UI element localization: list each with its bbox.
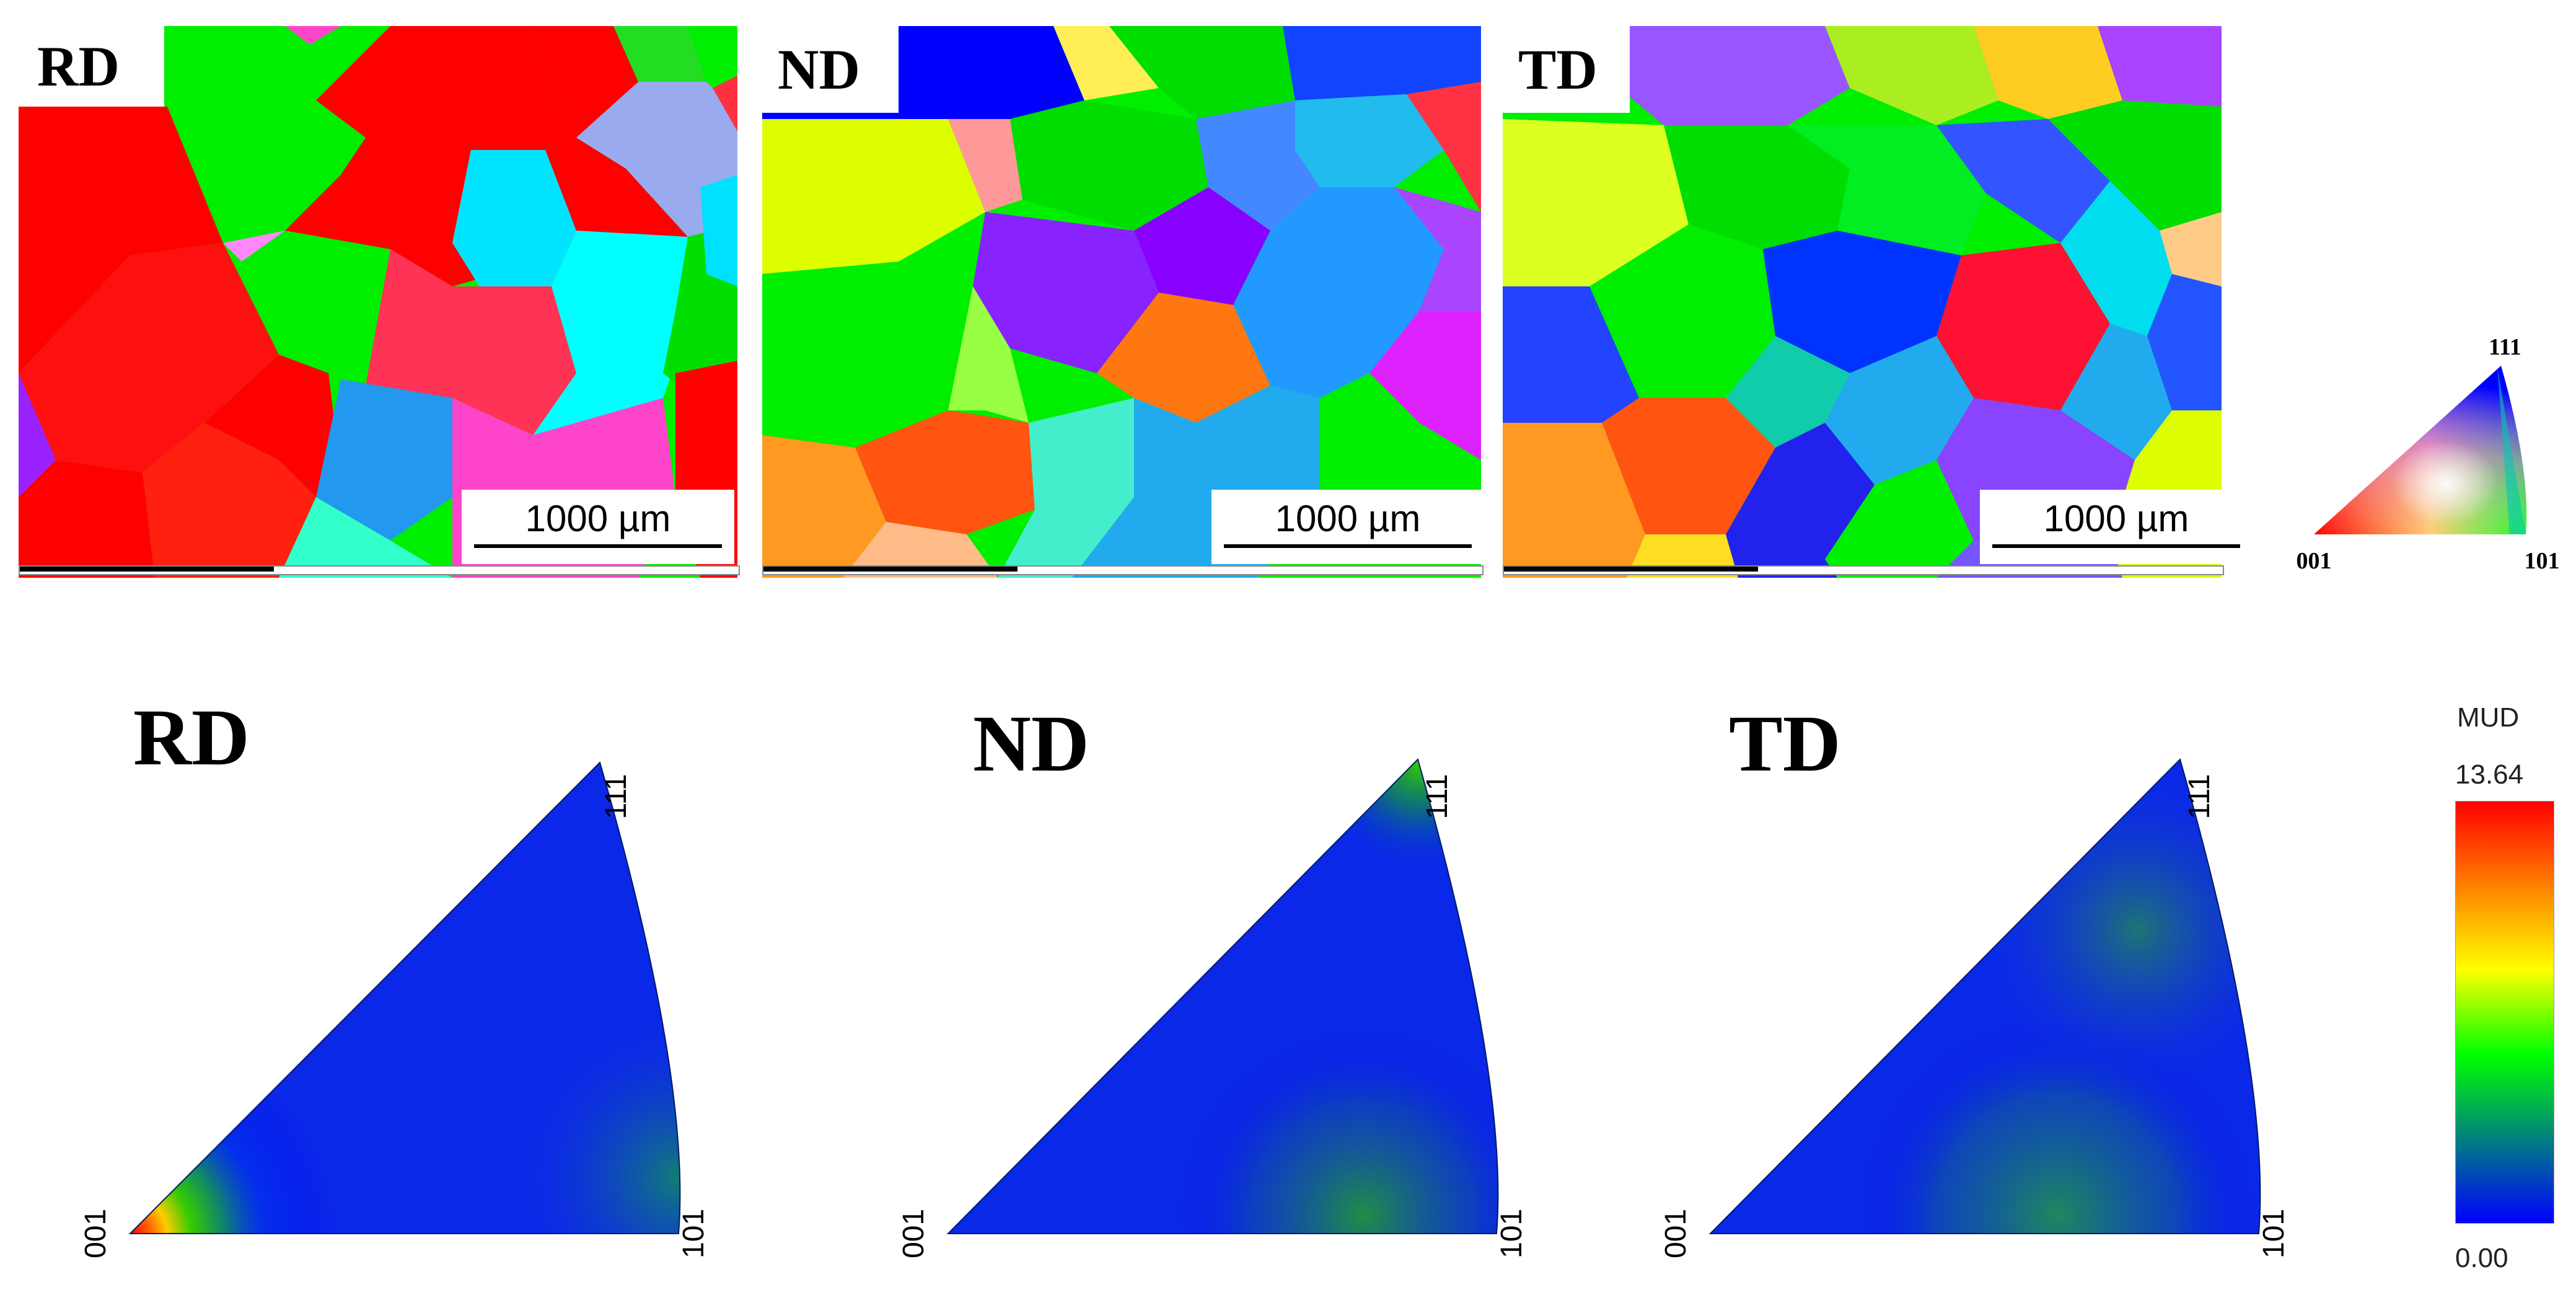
nd-ipf-label-001: 001 bbox=[897, 1209, 930, 1258]
td-map-info-strip bbox=[1503, 565, 2224, 575]
rd-ipf-label-001: 001 bbox=[79, 1209, 112, 1258]
colorbar-max-label: 13.64 bbox=[2455, 759, 2524, 790]
key-label-111: 111 bbox=[2489, 334, 2521, 360]
nd-ipf-label-101: 101 bbox=[1495, 1209, 1528, 1258]
rd-ipf-title: RD bbox=[133, 693, 250, 782]
nd-map-info-strip bbox=[762, 565, 1484, 575]
rd-inverse-pole-figure: 111 001 101 bbox=[74, 744, 744, 1289]
rd-ipf-label-101: 101 bbox=[677, 1209, 710, 1258]
td-scale-line bbox=[1992, 544, 2240, 548]
rd-map-label: RD bbox=[19, 26, 164, 107]
td-ipf-label-101: 101 bbox=[2257, 1209, 2290, 1258]
colorbar-min-label: 0.00 bbox=[2455, 1243, 2508, 1273]
rd-scale-text: 1000 µm bbox=[525, 498, 671, 539]
nd-scale-line bbox=[1224, 544, 1472, 548]
rd-ipf-label-111: 111 bbox=[600, 774, 633, 820]
colorbar-gradient bbox=[2455, 801, 2554, 1224]
td-map-label: TD bbox=[1503, 26, 1630, 113]
nd-ipf-title: ND bbox=[973, 699, 1089, 789]
td-ipf-label-001: 001 bbox=[1659, 1209, 1692, 1258]
td-ipf-title: TD bbox=[1729, 699, 1841, 789]
rd-orientation-map bbox=[19, 26, 737, 578]
ipf-color-key: 111 001 101 bbox=[2256, 310, 2576, 595]
rd-map-info-strip bbox=[19, 565, 740, 575]
nd-orientation-map bbox=[762, 26, 1481, 578]
nd-scale-text: 1000 µm bbox=[1275, 498, 1421, 539]
nd-map-label: ND bbox=[762, 26, 899, 113]
nd-ipf-label-111: 111 bbox=[1421, 774, 1454, 820]
key-label-101: 101 bbox=[2525, 548, 2560, 574]
nd-inverse-pole-figure: 111 001 101 bbox=[892, 744, 1562, 1289]
rd-scale-line bbox=[474, 544, 722, 548]
nd-scale-bar: 1000 µm bbox=[1211, 490, 1484, 564]
key-triangle bbox=[2314, 366, 2527, 534]
td-scale-text: 1000 µm bbox=[2043, 498, 2189, 539]
rd-scale-bar: 1000 µm bbox=[462, 490, 734, 564]
key-label-001: 001 bbox=[2297, 548, 2332, 574]
td-scale-bar: 1000 µm bbox=[1980, 490, 2253, 564]
colorbar-title: MUD bbox=[2457, 702, 2520, 733]
td-inverse-pole-figure: 111 001 101 bbox=[1655, 744, 2324, 1289]
td-ipf-label-111: 111 bbox=[2183, 774, 2216, 820]
td-orientation-map bbox=[1503, 26, 2222, 578]
